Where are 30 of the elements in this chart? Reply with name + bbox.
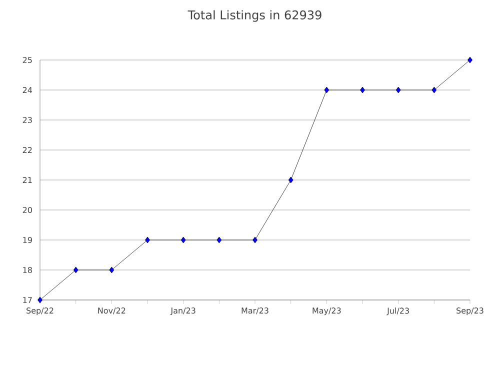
point	[38, 296, 42, 304]
y-tick-label: 21	[22, 177, 32, 183]
point	[288, 176, 294, 184]
point	[109, 266, 114, 274]
point	[73, 266, 78, 274]
point	[180, 236, 186, 244]
x-tick-label: Sep/23	[456, 308, 484, 316]
point	[216, 236, 222, 244]
point	[396, 86, 401, 94]
point	[360, 86, 365, 94]
point	[145, 236, 150, 244]
x-tick-label: Mar/23	[242, 308, 268, 314]
x-tick-label: May/23	[312, 308, 341, 316]
y-tick-label: 17	[23, 297, 32, 303]
x-tick-label: Sep/22	[26, 308, 54, 316]
y-tick-label: 22	[22, 147, 32, 153]
x-tick-label: Jan/23	[170, 308, 196, 316]
chart-title: Total Listings in 62939	[188, 10, 322, 22]
y-tick-label: 18	[23, 266, 32, 274]
point	[324, 86, 330, 94]
x-tick-label: Nov/22	[98, 308, 126, 314]
x-tick-label: Jul/23	[386, 308, 409, 316]
point	[468, 56, 472, 64]
y-tick-label: 23	[22, 116, 32, 124]
y-tick-label: 20	[22, 206, 32, 214]
y-tick-label: 25	[22, 56, 32, 64]
y-tick-label: 19	[23, 236, 32, 244]
y-tick-label: 24	[22, 87, 32, 93]
point	[252, 236, 258, 244]
point	[432, 86, 437, 94]
